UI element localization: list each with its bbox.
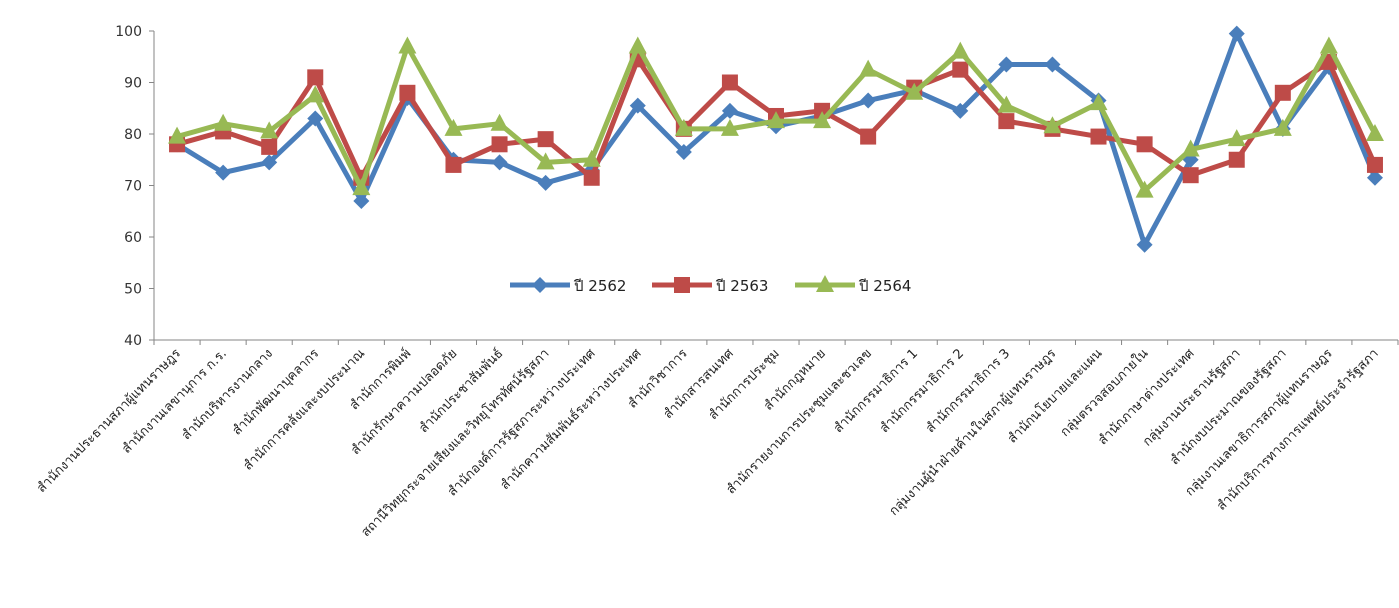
data-point-triangle xyxy=(1365,124,1384,141)
y-tick-label: 70 xyxy=(124,179,142,195)
x-category-label: กลุ่มตรวจสอบภายใน xyxy=(1057,345,1151,439)
x-category-label: สำนักกรรมาธิการ 1 xyxy=(831,346,921,436)
data-point-square xyxy=(998,113,1015,130)
data-point-triangle xyxy=(444,118,463,136)
data-point-triangle xyxy=(951,41,970,59)
y-tick-label: 100 xyxy=(115,24,142,40)
data-point-triangle xyxy=(628,36,647,54)
data-point-triangle xyxy=(1043,116,1062,134)
legend: ปี 2562 ปี 2563 ปี 2564 xyxy=(510,275,911,295)
y-tick-label: 50 xyxy=(124,282,142,298)
data-point-square xyxy=(1228,151,1245,168)
x-category-label: สำนักบริการทางการแพทย์ประจำรัฐสภา xyxy=(1214,346,1382,514)
legend-label: ปี 2564 xyxy=(858,277,911,295)
data-point-triangle xyxy=(260,121,279,139)
data-point-triangle xyxy=(352,178,371,196)
data-point-triangle xyxy=(536,152,555,170)
x-category-label: กลุ่มงานผู้นำฝ่ายค้านในสภาผู้แทนราษฎร xyxy=(886,346,1059,519)
data-point-triangle xyxy=(582,149,601,167)
data-point-triangle xyxy=(1273,118,1292,136)
data-point-square xyxy=(1274,84,1291,101)
legend-label: ปี 2563 xyxy=(715,277,768,295)
data-point-triangle xyxy=(168,126,187,144)
data-point-triangle xyxy=(1227,129,1246,147)
y-tick-label: 60 xyxy=(124,230,142,246)
data-point-square xyxy=(399,84,416,101)
legend-entry: ปี 2563 xyxy=(652,277,768,295)
y-tick-label: 80 xyxy=(124,127,142,143)
data-point-square xyxy=(307,69,324,86)
data-point-diamond xyxy=(353,192,370,209)
data-point-square xyxy=(721,74,738,91)
data-point-diamond xyxy=(952,102,969,119)
data-point-triangle xyxy=(767,111,785,129)
series-1 xyxy=(169,25,1383,253)
data-point-square xyxy=(445,156,462,173)
data-point-diamond xyxy=(675,144,692,161)
data-point-square xyxy=(952,61,969,78)
data-point-diamond xyxy=(860,92,877,109)
data-point-diamond xyxy=(721,102,738,119)
data-point-square xyxy=(1136,136,1153,153)
y-tick-label: 40 xyxy=(124,333,142,349)
data-point-square xyxy=(674,277,690,293)
data-point-square xyxy=(261,138,278,155)
x-category-label: สำนักพัฒนาบุคลากร xyxy=(230,346,322,438)
data-point-triangle xyxy=(398,36,417,54)
data-point-diamond xyxy=(629,97,646,114)
data-point-diamond xyxy=(537,174,554,191)
data-point-triangle xyxy=(1135,180,1154,198)
data-point-square xyxy=(537,131,554,148)
data-point-triangle xyxy=(1319,36,1338,54)
x-category-label: สำนักกรรมาธิการ 2 xyxy=(877,346,967,436)
data-point-triangle xyxy=(720,118,739,136)
series-line xyxy=(175,31,1378,248)
data-point-square xyxy=(1090,128,1107,145)
data-point-triangle xyxy=(905,82,924,100)
data-point-diamond xyxy=(1228,25,1245,42)
data-point-diamond xyxy=(1366,169,1383,186)
x-category-label: สำนักบริหารงานกลาง xyxy=(179,346,276,443)
data-point-triangle xyxy=(1181,139,1200,157)
data-point-triangle xyxy=(1089,93,1108,111)
data-point-diamond xyxy=(215,164,232,181)
data-point-square xyxy=(860,128,877,145)
data-point-triangle xyxy=(674,118,693,136)
data-point-square xyxy=(1366,156,1383,173)
data-point-triangle xyxy=(813,111,832,129)
x-category-label: สำนักกรรมาธิการ 3 xyxy=(923,346,1013,436)
data-point-diamond xyxy=(307,110,324,127)
x-axis-categories: สำนักงานประธานสภาผู้แทนราษฎรสำนักงานเลขา… xyxy=(34,340,1399,540)
legend-entry: ปี 2562 xyxy=(510,277,626,295)
data-point-triangle xyxy=(214,113,233,131)
data-point-square xyxy=(583,169,600,186)
series-lines xyxy=(168,25,1384,253)
data-point-triangle xyxy=(816,275,834,292)
data-point-triangle xyxy=(859,59,878,77)
data-point-triangle xyxy=(490,113,509,131)
series-3 xyxy=(168,36,1384,198)
data-point-diamond xyxy=(1136,236,1153,253)
data-point-diamond xyxy=(261,154,278,171)
x-category-label: สำนักประชาสัมพันธ์ xyxy=(416,346,507,437)
data-point-triangle xyxy=(997,95,1016,113)
data-point-triangle xyxy=(306,85,325,103)
data-point-square xyxy=(1182,167,1199,184)
data-point-diamond xyxy=(1044,56,1061,73)
y-tick-label: 90 xyxy=(124,76,142,92)
data-point-diamond xyxy=(998,56,1015,73)
data-point-square xyxy=(491,136,508,153)
legend-entry: ปี 2564 xyxy=(795,275,911,295)
legend-label: ปี 2562 xyxy=(573,277,626,295)
y-axis-ticks: 40 50 60 70 80 90 100 xyxy=(115,24,154,349)
data-point-diamond xyxy=(532,277,548,293)
data-point-diamond xyxy=(491,154,508,171)
